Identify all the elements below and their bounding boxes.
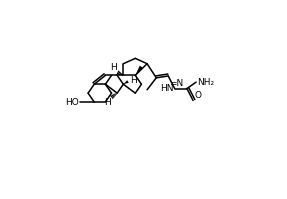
Text: O: O [194, 91, 201, 100]
Polygon shape [135, 66, 143, 75]
Polygon shape [123, 80, 129, 84]
Text: H: H [104, 98, 111, 107]
Text: NH₂: NH₂ [197, 78, 214, 87]
Text: H: H [110, 63, 117, 72]
Text: HO: HO [65, 98, 79, 106]
Text: =N: =N [169, 79, 183, 88]
Text: H: H [130, 76, 137, 85]
Text: HN: HN [160, 84, 173, 93]
